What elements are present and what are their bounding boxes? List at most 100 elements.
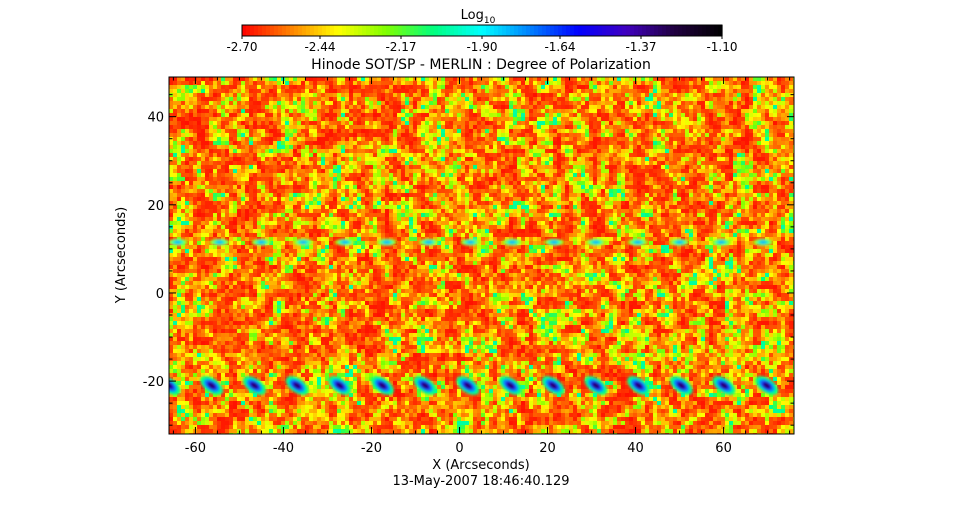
- heatmap-cell: [497, 193, 502, 198]
- heatmap-cell: [673, 109, 678, 114]
- heatmap-cell: [665, 137, 670, 142]
- heatmap-cell: [641, 197, 646, 202]
- heatmap-cell: [537, 145, 542, 150]
- heatmap-cell: [197, 117, 202, 122]
- heatmap-cell: [289, 197, 294, 202]
- heatmap-cell: [313, 129, 318, 134]
- heatmap-cell: [609, 125, 614, 130]
- heatmap-cell: [313, 85, 318, 90]
- heatmap-cell: [781, 109, 786, 114]
- heatmap-cell: [225, 85, 230, 90]
- heatmap-cell: [757, 125, 762, 130]
- heatmap-cell: [437, 169, 442, 174]
- heatmap-cell: [413, 185, 418, 190]
- heatmap-cell: [641, 117, 646, 122]
- heatmap-cell: [297, 141, 302, 146]
- heatmap-cell: [617, 105, 622, 110]
- heatmap-cell: [433, 181, 438, 186]
- heatmap-cell: [289, 97, 294, 102]
- heatmap-cell: [469, 137, 474, 142]
- heatmap-cell: [481, 81, 486, 86]
- heatmap-cell: [381, 145, 386, 150]
- heatmap-cell: [657, 101, 662, 106]
- heatmap-cell: [289, 113, 294, 118]
- heatmap-cell: [465, 117, 470, 122]
- heatmap-cell: [201, 121, 206, 126]
- heatmap-cell: [641, 77, 646, 82]
- heatmap-cell: [405, 165, 410, 170]
- heatmap-cell: [621, 173, 626, 178]
- heatmap-cell: [601, 185, 606, 190]
- heatmap-cell: [305, 133, 310, 138]
- heatmap-cell: [493, 181, 498, 186]
- heatmap-cell: [713, 77, 718, 82]
- heatmap-cell: [317, 153, 322, 158]
- heatmap-cell: [521, 157, 526, 162]
- colorbar-cell: [634, 25, 639, 36]
- heatmap-cell: [241, 189, 246, 194]
- heatmap-cell: [245, 97, 250, 102]
- heatmap-cell: [453, 77, 458, 82]
- heatmap-cell: [365, 193, 370, 198]
- heatmap-cell: [353, 121, 358, 126]
- heatmap-cell: [365, 93, 370, 98]
- heatmap-cell: [549, 81, 554, 86]
- heatmap-cell: [393, 169, 398, 174]
- heatmap-cell: [741, 149, 746, 154]
- heatmap-cell: [437, 133, 442, 138]
- heatmap-cell: [205, 149, 210, 154]
- heatmap-cell: [293, 161, 298, 166]
- heatmap-cell: [197, 77, 202, 82]
- heatmap-cell: [333, 97, 338, 102]
- heatmap-cell: [429, 193, 434, 198]
- heatmap-cell: [281, 193, 286, 198]
- heatmap-cell: [481, 185, 486, 190]
- heatmap-cell: [573, 169, 578, 174]
- heatmap-cell: [597, 193, 602, 198]
- heatmap-cell: [457, 109, 462, 114]
- heatmap-cell: [425, 125, 430, 130]
- heatmap-cell: [477, 121, 482, 126]
- heatmap-cell: [345, 117, 350, 122]
- heatmap-cell: [245, 129, 250, 134]
- heatmap-cell: [257, 157, 262, 162]
- heatmap-cell: [381, 197, 386, 202]
- heatmap-cell: [737, 169, 742, 174]
- heatmap-cell: [501, 85, 506, 90]
- heatmap-cell: [289, 153, 294, 158]
- heatmap-cell: [689, 165, 694, 170]
- heatmap-cell: [337, 101, 342, 106]
- heatmap-cell: [761, 145, 766, 150]
- heatmap-cell: [249, 117, 254, 122]
- heatmap-cell: [557, 109, 562, 114]
- heatmap-cell: [677, 113, 682, 118]
- heatmap-cell: [665, 193, 670, 198]
- heatmap-cell: [321, 81, 326, 86]
- heatmap-cell: [281, 125, 286, 130]
- heatmap-cell: [581, 193, 586, 198]
- heatmap-cell: [305, 113, 310, 118]
- heatmap-cell: [729, 141, 734, 146]
- heatmap-cell: [437, 161, 442, 166]
- heatmap-cell: [229, 181, 234, 186]
- heatmap-cell: [233, 145, 238, 150]
- heatmap-cell: [617, 165, 622, 170]
- heatmap-cell: [473, 141, 478, 146]
- heatmap-cell: [405, 97, 410, 102]
- heatmap-cell: [325, 97, 330, 102]
- heatmap-cell: [453, 101, 458, 106]
- heatmap-cell: [181, 189, 186, 194]
- heatmap-cell: [741, 129, 746, 134]
- heatmap-cell: [517, 161, 522, 166]
- heatmap-cell: [573, 93, 578, 98]
- heatmap-cell: [373, 169, 378, 174]
- heatmap-cell: [521, 137, 526, 142]
- heatmap-cell: [177, 149, 182, 154]
- heatmap-cell: [753, 113, 758, 118]
- heatmap-cell: [569, 109, 574, 114]
- heatmap-cell: [725, 105, 730, 110]
- heatmap-cell: [305, 161, 310, 166]
- heatmap-cell: [337, 137, 342, 142]
- heatmap-cell: [421, 197, 426, 202]
- heatmap-cell: [229, 161, 234, 166]
